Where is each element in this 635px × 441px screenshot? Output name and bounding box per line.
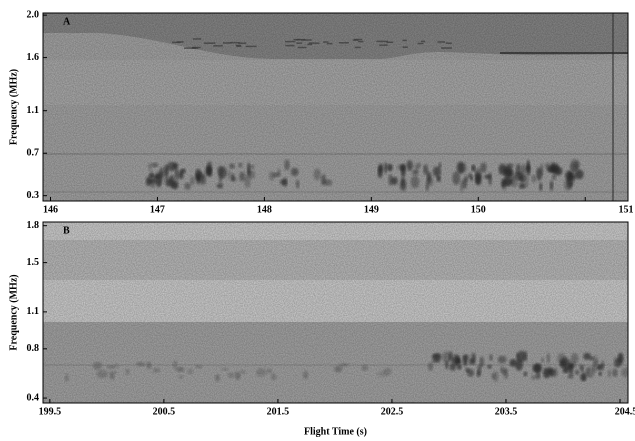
y-axis-label: Frequency (MHz) xyxy=(8,274,19,350)
y-tick-label: 0.7 xyxy=(27,148,40,159)
x-tick-label: 203.5 xyxy=(495,406,518,417)
spectrogram-noise xyxy=(43,13,628,201)
x-tick-label: 150 xyxy=(471,204,486,215)
x-tick-label: 149 xyxy=(364,204,379,215)
y-tick-label: 0.3 xyxy=(27,190,40,201)
x-tick-label: 201.5 xyxy=(267,406,290,417)
x-tick-label: 151 xyxy=(619,204,634,215)
spectrogram xyxy=(43,13,628,201)
x-tick-label: 147 xyxy=(150,204,165,215)
plot-frame xyxy=(42,221,629,404)
x-tick-label: 204.5 xyxy=(615,406,635,417)
panel-label: A xyxy=(63,16,71,27)
x-axis-label: Flight Time (s) xyxy=(304,426,367,437)
y-tick-label: 2.0 xyxy=(27,9,40,20)
x-tick-label: 202.5 xyxy=(381,406,404,417)
y-tick-label: 1.8 xyxy=(27,220,40,231)
y-tick-label: 1.1 xyxy=(27,306,40,317)
panel-label: B xyxy=(63,225,70,236)
spectrogram-noise xyxy=(43,222,628,403)
x-tick-label: 146 xyxy=(43,204,58,215)
spectrogram xyxy=(43,222,628,403)
y-tick-label: 0.8 xyxy=(27,343,40,354)
x-tick-label: 200.5 xyxy=(153,406,176,417)
y-tick-label: 1.1 xyxy=(27,105,40,116)
y-tick-label: 1.5 xyxy=(27,257,40,268)
y-axis-label: Frequency (MHz) xyxy=(8,69,19,145)
y-tick-label: 1.6 xyxy=(27,52,40,63)
y-tick-label: 0.4 xyxy=(27,392,40,403)
x-tick-label: 148 xyxy=(257,204,272,215)
plot-frame xyxy=(42,12,629,202)
x-tick-label: 199.5 xyxy=(39,406,62,417)
